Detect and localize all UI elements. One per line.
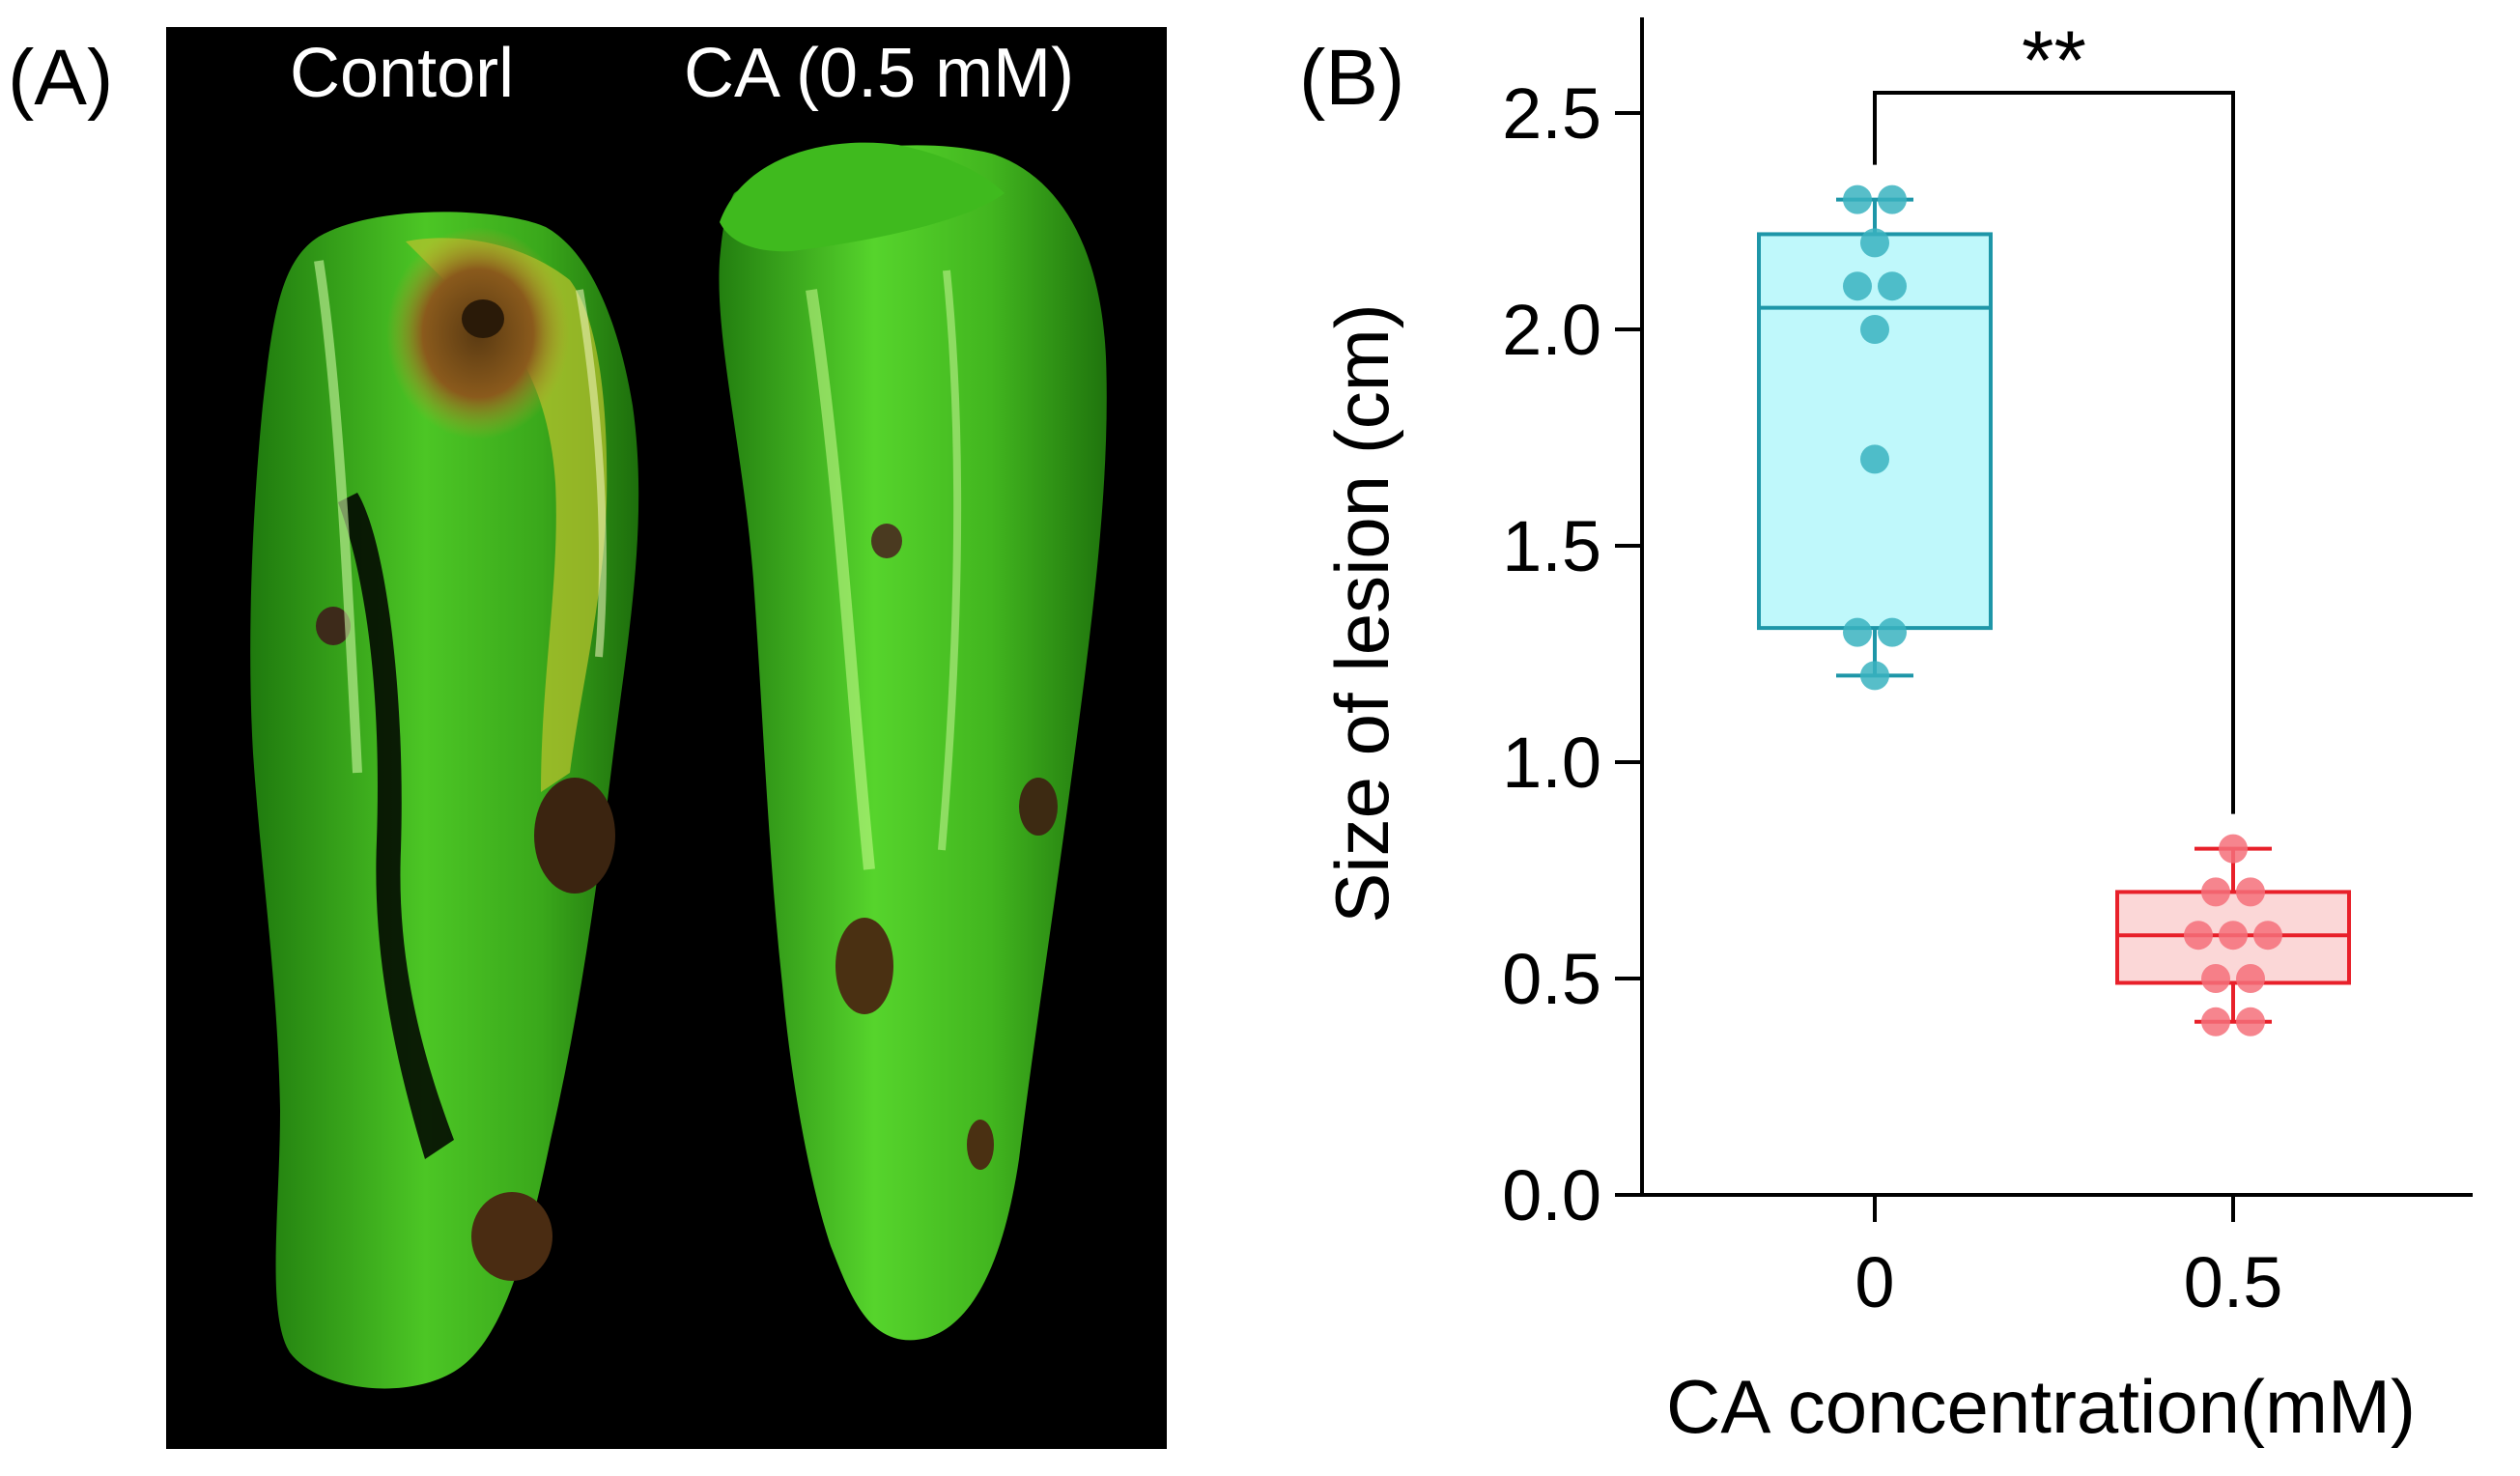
- data-point: [1843, 184, 1872, 214]
- x-axis-title: CA concentration(mM): [1666, 1364, 2416, 1449]
- data-point: [1860, 444, 1889, 474]
- y-tick-label: 0.5: [1502, 939, 1601, 1019]
- data-point: [2201, 964, 2230, 993]
- y-axis-title: Size of lesion (cm): [1319, 303, 1404, 923]
- y-tick-label: 1.0: [1502, 723, 1601, 803]
- control-pepper-image: [250, 212, 639, 1389]
- significance-marker: **: [2022, 14, 2086, 107]
- data-point: [2201, 877, 2230, 907]
- y-tick-label: 2.5: [1502, 73, 1601, 154]
- control-label: Contorl: [290, 35, 514, 112]
- data-point: [1860, 315, 1889, 344]
- data-point: [2201, 1007, 2230, 1036]
- data-point: [1878, 184, 1907, 214]
- treatment-pepper-image: [719, 142, 1107, 1341]
- data-point: [1843, 271, 1872, 301]
- treatment-label: CA (0.5 mM): [684, 35, 1074, 112]
- data-point: [2219, 834, 2248, 864]
- data-point: [1878, 617, 1907, 647]
- data-point: [1860, 228, 1889, 258]
- data-point: [2184, 921, 2213, 951]
- panel-a: (A) Contorl CA (0.5 mM): [8, 27, 1167, 1449]
- data-point: [2236, 964, 2265, 993]
- x-tick-label: 0: [1855, 1242, 1894, 1322]
- panel-a-label: (A): [8, 34, 113, 122]
- data-point: [1843, 617, 1872, 647]
- data-point: [2219, 921, 2248, 951]
- y-tick-label: 2.0: [1502, 290, 1601, 370]
- data-point: [2236, 877, 2265, 907]
- data-point: [2253, 921, 2282, 951]
- x-tick-label: 0.5: [2184, 1242, 2283, 1322]
- panel-b-label: (B): [1299, 34, 1404, 122]
- data-point: [1860, 661, 1889, 691]
- data-point: [1878, 271, 1907, 301]
- box: [1757, 232, 1993, 631]
- box-plot: 0.0 0.5 1.0 1.5 2.0 2.5 0 0.5 **: [1502, 14, 2473, 1322]
- data-point: [2236, 1007, 2265, 1036]
- y-tick-label: 1.5: [1502, 506, 1601, 586]
- panel-b: (B) 0.0 0.5 1.0 1.5 2.0 2.5 0 0.5 ** Size of l…: [1299, 14, 2473, 1449]
- y-tick-label: 0.0: [1502, 1155, 1601, 1235]
- box-group-0: [1757, 197, 1993, 678]
- significance-bracket: [1873, 91, 2235, 814]
